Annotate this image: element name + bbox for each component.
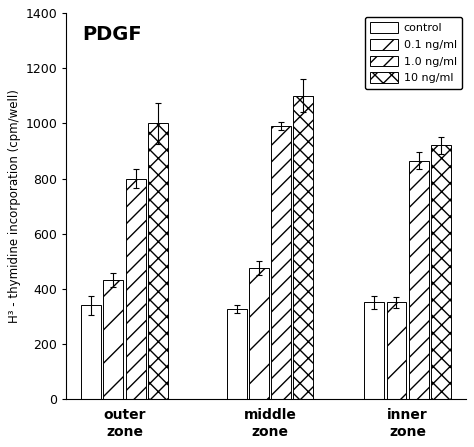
Y-axis label: H³ - thymidine incorporation (cpm/well): H³ - thymidine incorporation (cpm/well): [9, 89, 21, 323]
Bar: [249, 268, 269, 399]
Bar: [271, 126, 291, 399]
Legend: control, 0.1 ng/ml, 1.0 ng/ml, 10 ng/ml: control, 0.1 ng/ml, 1.0 ng/ml, 10 ng/ml: [365, 17, 462, 89]
Bar: [227, 309, 246, 399]
Bar: [126, 178, 146, 399]
Text: PDGF: PDGF: [82, 25, 142, 44]
Bar: [293, 96, 313, 399]
Bar: [409, 160, 428, 399]
Bar: [148, 123, 168, 399]
Bar: [82, 305, 101, 399]
Bar: [365, 302, 384, 399]
Bar: [386, 302, 406, 399]
Bar: [103, 280, 123, 399]
Bar: [431, 145, 451, 399]
